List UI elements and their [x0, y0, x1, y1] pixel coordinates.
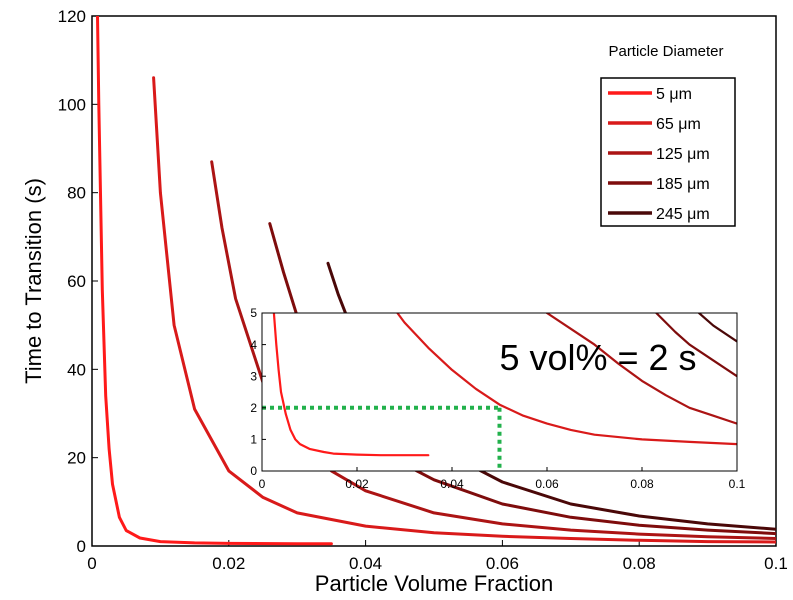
legend-items: 5 μm 65 μm 125 μm 185 μm 245 μm	[608, 86, 710, 223]
inset-y-tick-label: 4	[250, 338, 257, 352]
main-x-tick-label: 0.1	[764, 554, 788, 573]
main-x-tick-label: 0.04	[349, 554, 382, 573]
legend-title: Particle Diameter	[608, 43, 723, 60]
legend-entry-label: 245 μm	[656, 206, 710, 223]
x-axis-label: Particle Volume Fraction	[315, 571, 553, 596]
inset-x-tick-label: 0.1	[729, 477, 746, 491]
main-y-tick-label: 120	[58, 7, 86, 26]
main-y-tick-label: 100	[58, 95, 86, 114]
inset-x-tick-label: 0	[259, 477, 266, 491]
main-y-tick-label: 20	[67, 449, 86, 468]
inset-axis-ticks: 0 0.02 0.04 0.06 0.08 0.1 0 1 2 3 4 5	[250, 306, 745, 491]
legend: Particle Diameter 5 μm 65 μm 125 μm 185 μm 2…	[600, 43, 736, 227]
inset-y-tick-label: 0	[250, 464, 257, 478]
inset-y-tick-label: 5	[250, 306, 257, 320]
inset-x-tick-label: 0.08	[630, 477, 654, 491]
main-y-tick-label: 40	[67, 360, 86, 379]
main-x-tick-label: 0	[87, 554, 96, 573]
inset-series-line-2	[396, 313, 737, 446]
legend-entry-label: 65 μm	[656, 116, 701, 133]
main-y-tick-label: 0	[77, 537, 86, 556]
inset-y-tick-label: 1	[250, 433, 257, 447]
inset-y-tick-label: 2	[250, 401, 257, 415]
inset-plot-frame	[261, 312, 738, 472]
main-series-line-1	[96, 16, 333, 546]
inset-y-tick-label: 3	[250, 369, 257, 383]
legend-entry-label: 125 μm	[656, 146, 710, 163]
inset-series-line-3	[545, 313, 737, 425]
main-series-line-3	[210, 160, 776, 540]
inset-marker-lines	[262, 405, 502, 471]
main-x-tick-label: 0.06	[486, 554, 519, 573]
main-y-tick-label: 80	[67, 184, 86, 203]
legend-entry-label: 5 μm	[656, 86, 692, 103]
main-series-line-2	[152, 76, 776, 544]
main-x-tick-label: 0.08	[623, 554, 656, 573]
inset-series-lines	[272, 313, 737, 457]
inset-annotation: 5 vol% = 2 s	[499, 337, 696, 378]
inset-series-line-5	[697, 313, 737, 343]
inset-background	[262, 313, 737, 471]
main-x-tick-label: 0.02	[212, 554, 245, 573]
inset-series-line-4	[655, 313, 737, 378]
inset-x-tick-label: 0.04	[440, 477, 464, 491]
inset-x-tick-label: 0.06	[535, 477, 559, 491]
legend-entry-label: 185 μm	[656, 176, 710, 193]
inset-series-line-1	[272, 313, 430, 457]
main-y-tick-label: 60	[67, 272, 86, 291]
inset-x-tick-label: 0.02	[345, 477, 369, 491]
inset-plot: 0 0.02 0.04 0.06 0.08 0.1 0 1 2 3 4 5 5 vol% = 2 s	[250, 306, 745, 491]
y-axis-label: Time to Transition (s)	[21, 178, 46, 384]
